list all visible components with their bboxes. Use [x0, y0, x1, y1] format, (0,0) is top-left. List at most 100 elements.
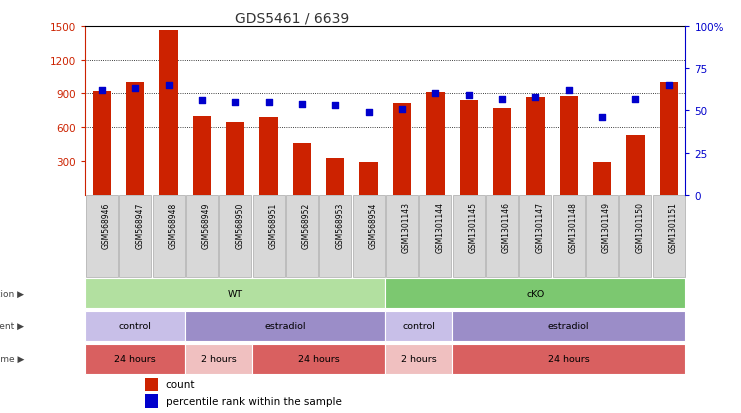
Bar [559, 97, 578, 195]
FancyBboxPatch shape [619, 195, 651, 277]
Text: GSM1301144: GSM1301144 [435, 202, 445, 253]
Bar [259, 118, 278, 195]
Text: 2 hours: 2 hours [401, 354, 436, 363]
Text: WT: WT [227, 289, 243, 298]
Text: GSM568951: GSM568951 [268, 202, 278, 248]
FancyBboxPatch shape [453, 195, 485, 277]
FancyBboxPatch shape [85, 311, 185, 341]
Bar [93, 92, 111, 195]
FancyBboxPatch shape [85, 344, 185, 374]
Point [663, 83, 675, 89]
Text: GSM1301145: GSM1301145 [468, 202, 478, 253]
Bar [659, 83, 678, 195]
Bar [393, 103, 411, 195]
Point [462, 93, 474, 99]
Bar [593, 163, 611, 195]
Point [296, 101, 308, 108]
Point [130, 86, 142, 93]
FancyBboxPatch shape [185, 344, 252, 374]
Text: GDS5461 / 6639: GDS5461 / 6639 [236, 12, 350, 26]
FancyBboxPatch shape [385, 278, 685, 309]
Text: GSM1301143: GSM1301143 [402, 202, 411, 253]
Text: estradiol: estradiol [265, 322, 306, 331]
Point [429, 91, 441, 97]
FancyBboxPatch shape [452, 311, 685, 341]
Text: GSM1301148: GSM1301148 [569, 202, 578, 253]
Text: GSM568949: GSM568949 [202, 202, 211, 248]
FancyBboxPatch shape [252, 344, 385, 374]
FancyBboxPatch shape [452, 344, 685, 374]
Point [396, 106, 408, 113]
FancyBboxPatch shape [586, 195, 618, 277]
Bar [293, 144, 311, 195]
Text: GSM1301147: GSM1301147 [535, 202, 545, 253]
Point [630, 96, 642, 102]
Bar [626, 136, 645, 195]
Point [496, 96, 508, 102]
Point [529, 94, 541, 101]
FancyBboxPatch shape [419, 195, 451, 277]
Point [596, 114, 608, 121]
Text: GSM568950: GSM568950 [235, 202, 245, 248]
Text: time ▶: time ▶ [0, 354, 24, 363]
Point [262, 100, 274, 106]
Text: GSM568952: GSM568952 [302, 202, 311, 248]
Text: agent ▶: agent ▶ [0, 322, 24, 331]
Text: GSM568954: GSM568954 [368, 202, 378, 248]
Text: 24 hours: 24 hours [298, 354, 339, 363]
Bar [193, 117, 211, 195]
FancyBboxPatch shape [553, 195, 585, 277]
FancyBboxPatch shape [519, 195, 551, 277]
Text: GSM1301151: GSM1301151 [669, 202, 678, 253]
FancyBboxPatch shape [86, 195, 118, 277]
FancyBboxPatch shape [219, 195, 251, 277]
FancyBboxPatch shape [653, 195, 685, 277]
Text: 2 hours: 2 hours [201, 354, 236, 363]
FancyBboxPatch shape [85, 278, 385, 309]
Text: GSM1301150: GSM1301150 [636, 202, 645, 253]
Text: control: control [402, 322, 435, 331]
FancyBboxPatch shape [353, 195, 385, 277]
FancyBboxPatch shape [286, 195, 318, 277]
Point [362, 109, 374, 116]
Text: GSM568948: GSM568948 [168, 202, 178, 248]
Bar [226, 122, 245, 195]
Bar [126, 83, 144, 195]
Text: GSM568947: GSM568947 [136, 202, 144, 248]
Text: GSM568953: GSM568953 [335, 202, 345, 248]
Text: genotype/variation ▶: genotype/variation ▶ [0, 289, 24, 298]
FancyBboxPatch shape [185, 311, 385, 341]
Text: cKO: cKO [526, 289, 545, 298]
Bar [459, 101, 478, 195]
Text: count: count [166, 380, 195, 389]
Bar [145, 394, 159, 408]
Bar [359, 163, 378, 195]
Point [563, 88, 575, 94]
FancyBboxPatch shape [119, 195, 151, 277]
Bar [493, 109, 511, 195]
Bar [526, 97, 545, 195]
FancyBboxPatch shape [385, 344, 452, 374]
Point [96, 88, 108, 94]
FancyBboxPatch shape [153, 195, 185, 277]
FancyBboxPatch shape [186, 195, 218, 277]
Text: 24 hours: 24 hours [114, 354, 156, 363]
Text: GSM1301149: GSM1301149 [602, 202, 611, 253]
Text: percentile rank within the sample: percentile rank within the sample [166, 396, 342, 406]
FancyBboxPatch shape [253, 195, 285, 277]
FancyBboxPatch shape [385, 311, 452, 341]
Bar [145, 377, 159, 391]
Text: GSM568946: GSM568946 [102, 202, 111, 248]
Point [329, 103, 341, 109]
FancyBboxPatch shape [486, 195, 518, 277]
Bar [159, 31, 178, 195]
Bar [326, 158, 345, 195]
Text: estradiol: estradiol [548, 322, 590, 331]
Text: 24 hours: 24 hours [548, 354, 590, 363]
Point [196, 98, 207, 104]
Bar [426, 93, 445, 195]
FancyBboxPatch shape [319, 195, 351, 277]
Text: control: control [119, 322, 152, 331]
Text: GSM1301146: GSM1301146 [502, 202, 511, 253]
FancyBboxPatch shape [386, 195, 418, 277]
